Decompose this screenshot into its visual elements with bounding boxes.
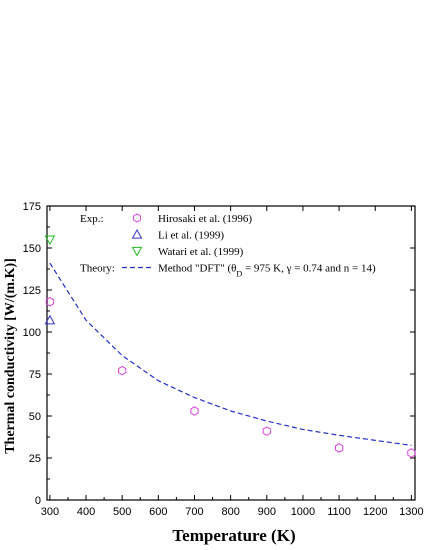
data-point-li (44, 314, 56, 325)
legend-entry-label: Method "DFT" (θD = 975 K, γ = 0.74 and n… (158, 263, 376, 279)
data-point-hirosaki (262, 426, 271, 436)
x-tick-label: 900 (258, 506, 276, 518)
data-point-watari (44, 235, 56, 246)
x-axis-title: Temperature (K) (172, 526, 295, 545)
legend-entry-label: Hirosaki et al. (1996) (158, 213, 252, 225)
y-tick-label: 125 (23, 285, 41, 297)
y-tick-label: 50 (29, 411, 41, 423)
x-tick-label: 1100 (327, 506, 351, 518)
data-point-hirosaki (118, 365, 127, 376)
legend-entry-label: Watari et al. (1999) (158, 246, 244, 258)
x-tick-label: 800 (221, 506, 239, 518)
data-point-hirosaki (334, 443, 344, 453)
legend-marker-hirosaki (133, 213, 141, 223)
y-axis-title: Thermal conductivity [W/(m.K)] (3, 258, 18, 454)
legend-exp-label: Exp.: (80, 213, 104, 225)
x-tick-label: 1300 (399, 506, 423, 518)
y-tick-label: 75 (29, 369, 41, 381)
x-tick-label: 500 (113, 506, 131, 518)
y-tick-label: 150 (23, 243, 41, 255)
legend-marker-watari (131, 246, 143, 257)
series-line-dft (49, 262, 412, 446)
legend-marker-li (131, 228, 143, 239)
x-tick-label: 400 (77, 506, 95, 518)
x-tick-label: 600 (149, 506, 167, 518)
x-tick-label: 300 (41, 506, 59, 518)
legend-entry-label: Li et al. (1999) (158, 230, 224, 242)
x-tick-label: 1200 (363, 506, 387, 518)
x-tick-label: 1000 (291, 506, 315, 518)
y-tick-label: 175 (23, 201, 41, 213)
x-tick-label: 700 (185, 506, 203, 518)
data-point-hirosaki (407, 448, 416, 458)
y-tick-label: 25 (29, 453, 41, 465)
data-point-hirosaki (45, 296, 55, 307)
y-tick-label: 0 (35, 495, 41, 507)
y-tick-label: 100 (23, 327, 41, 339)
data-point-hirosaki (190, 406, 199, 416)
legend-theory-label: Theory: (80, 263, 115, 275)
